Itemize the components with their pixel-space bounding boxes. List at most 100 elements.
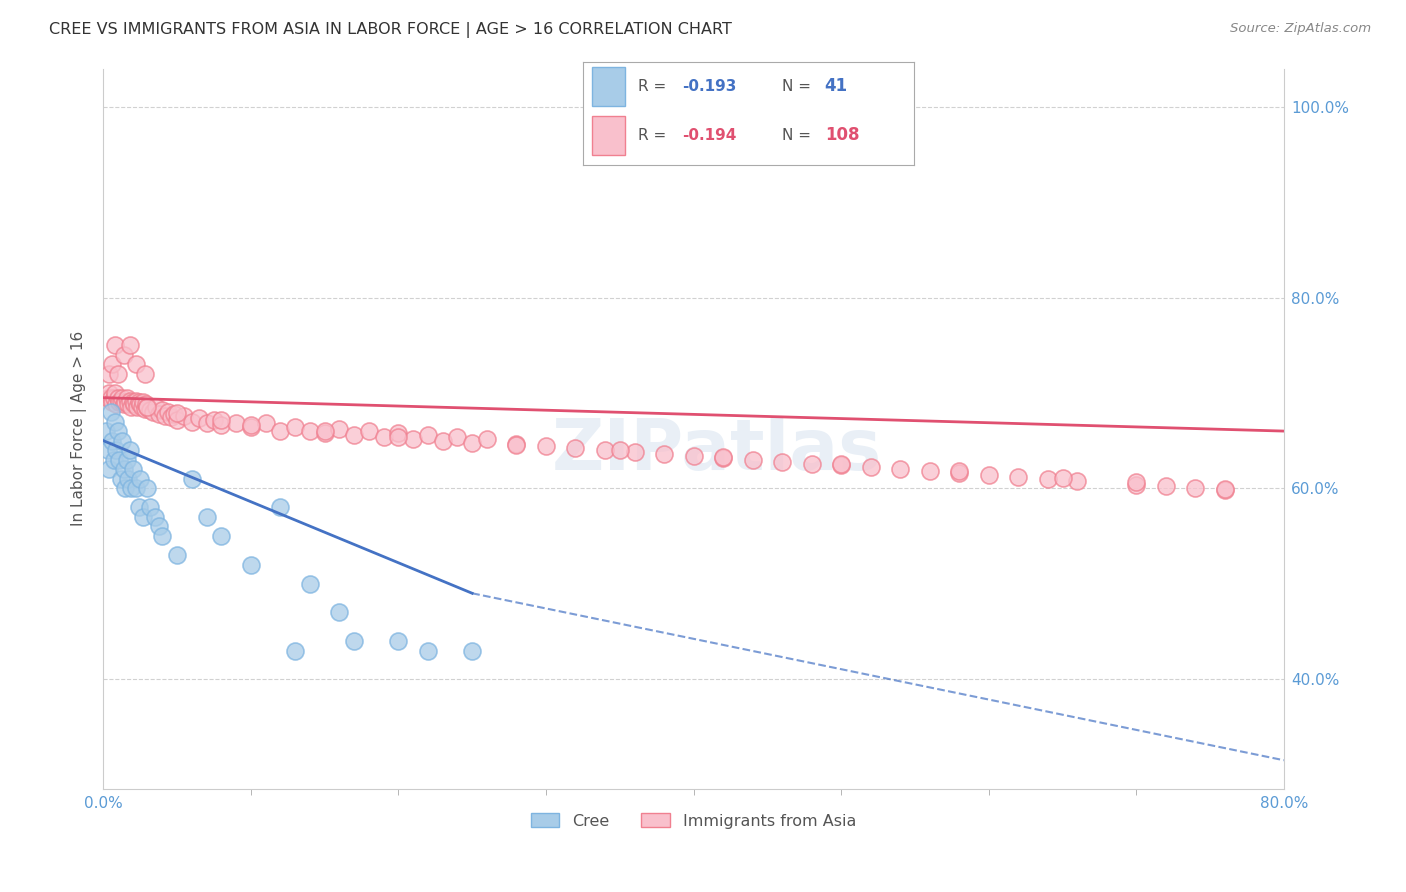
Point (1154, 479, 1177, 493)
Point (112, 397, 135, 411)
Y-axis label: In Labor Force | Age > 16: In Labor Force | Age > 16 (72, 331, 87, 526)
Point (446, 430, 468, 444)
Point (343, 428, 366, 442)
Point (97, 391, 120, 405)
Point (948, 466, 970, 480)
Point (136, 401, 159, 415)
Point (1213, 483, 1236, 498)
Point (129, 397, 152, 411)
Point (254, 417, 277, 431)
Point (711, 450, 734, 464)
Point (180, 415, 202, 429)
Point (623, 445, 645, 459)
Text: 41: 41 (825, 77, 848, 95)
Point (128, 395, 150, 409)
Point (1213, 483, 1236, 497)
Point (98, 385, 121, 400)
Point (108, 452, 131, 467)
Point (117, 472, 139, 486)
Point (1066, 474, 1088, 488)
Point (387, 430, 409, 444)
Point (114, 395, 136, 409)
Point (1125, 477, 1147, 491)
Point (125, 357, 148, 371)
Point (328, 422, 350, 436)
Point (98, 367, 121, 381)
Point (387, 425, 409, 440)
Point (101, 357, 124, 371)
Point (188, 410, 211, 425)
Point (609, 443, 631, 458)
Point (150, 403, 173, 417)
Point (328, 606, 350, 620)
Point (269, 500, 291, 515)
Point (97, 443, 120, 458)
Point (120, 481, 142, 495)
Bar (592, 116, 624, 155)
Point (830, 457, 852, 471)
Point (1036, 472, 1059, 486)
Point (148, 407, 170, 421)
Point (118, 393, 141, 408)
Legend: Cree, Immigrants from Asia: Cree, Immigrants from Asia (524, 806, 863, 835)
Point (682, 449, 704, 463)
Point (143, 510, 166, 524)
Point (134, 367, 156, 381)
Point (505, 437, 527, 451)
Point (564, 442, 586, 456)
Point (298, 576, 321, 591)
Point (114, 481, 136, 495)
Point (96, 424, 118, 438)
Point (142, 405, 165, 419)
Point (160, 409, 183, 424)
Point (741, 452, 763, 467)
Point (98, 462, 121, 476)
Point (118, 338, 141, 352)
Point (122, 397, 145, 411)
Point (115, 452, 138, 467)
Point (110, 472, 132, 486)
Point (136, 401, 159, 415)
Point (127, 401, 149, 415)
Text: R =: R = (638, 78, 666, 94)
Point (461, 643, 484, 657)
Text: -0.194: -0.194 (683, 128, 737, 143)
Point (100, 405, 122, 419)
Text: ZIPatlas: ZIPatlas (553, 416, 882, 485)
Point (948, 464, 970, 478)
Point (101, 395, 124, 409)
Point (107, 391, 129, 405)
Point (1052, 471, 1074, 485)
Point (118, 443, 141, 458)
Point (416, 643, 439, 657)
Point (830, 458, 852, 473)
Point (357, 424, 380, 438)
Point (105, 397, 128, 411)
Point (1125, 475, 1147, 489)
Point (153, 409, 176, 423)
Point (239, 418, 262, 433)
Point (112, 348, 135, 362)
Bar (592, 67, 624, 105)
Point (125, 393, 148, 408)
Point (150, 529, 173, 543)
Point (314, 425, 336, 440)
Point (195, 510, 218, 524)
Point (139, 403, 162, 417)
Point (139, 500, 162, 515)
Point (129, 472, 152, 486)
Point (475, 432, 498, 446)
Point (343, 634, 366, 648)
Point (505, 438, 527, 452)
Point (134, 402, 156, 417)
Point (105, 443, 128, 458)
Point (711, 450, 734, 465)
Point (104, 415, 127, 429)
Point (918, 464, 941, 478)
Point (132, 395, 155, 409)
Point (163, 407, 186, 421)
Point (166, 406, 188, 420)
Point (120, 401, 142, 415)
Point (117, 397, 139, 411)
Point (1007, 470, 1029, 484)
